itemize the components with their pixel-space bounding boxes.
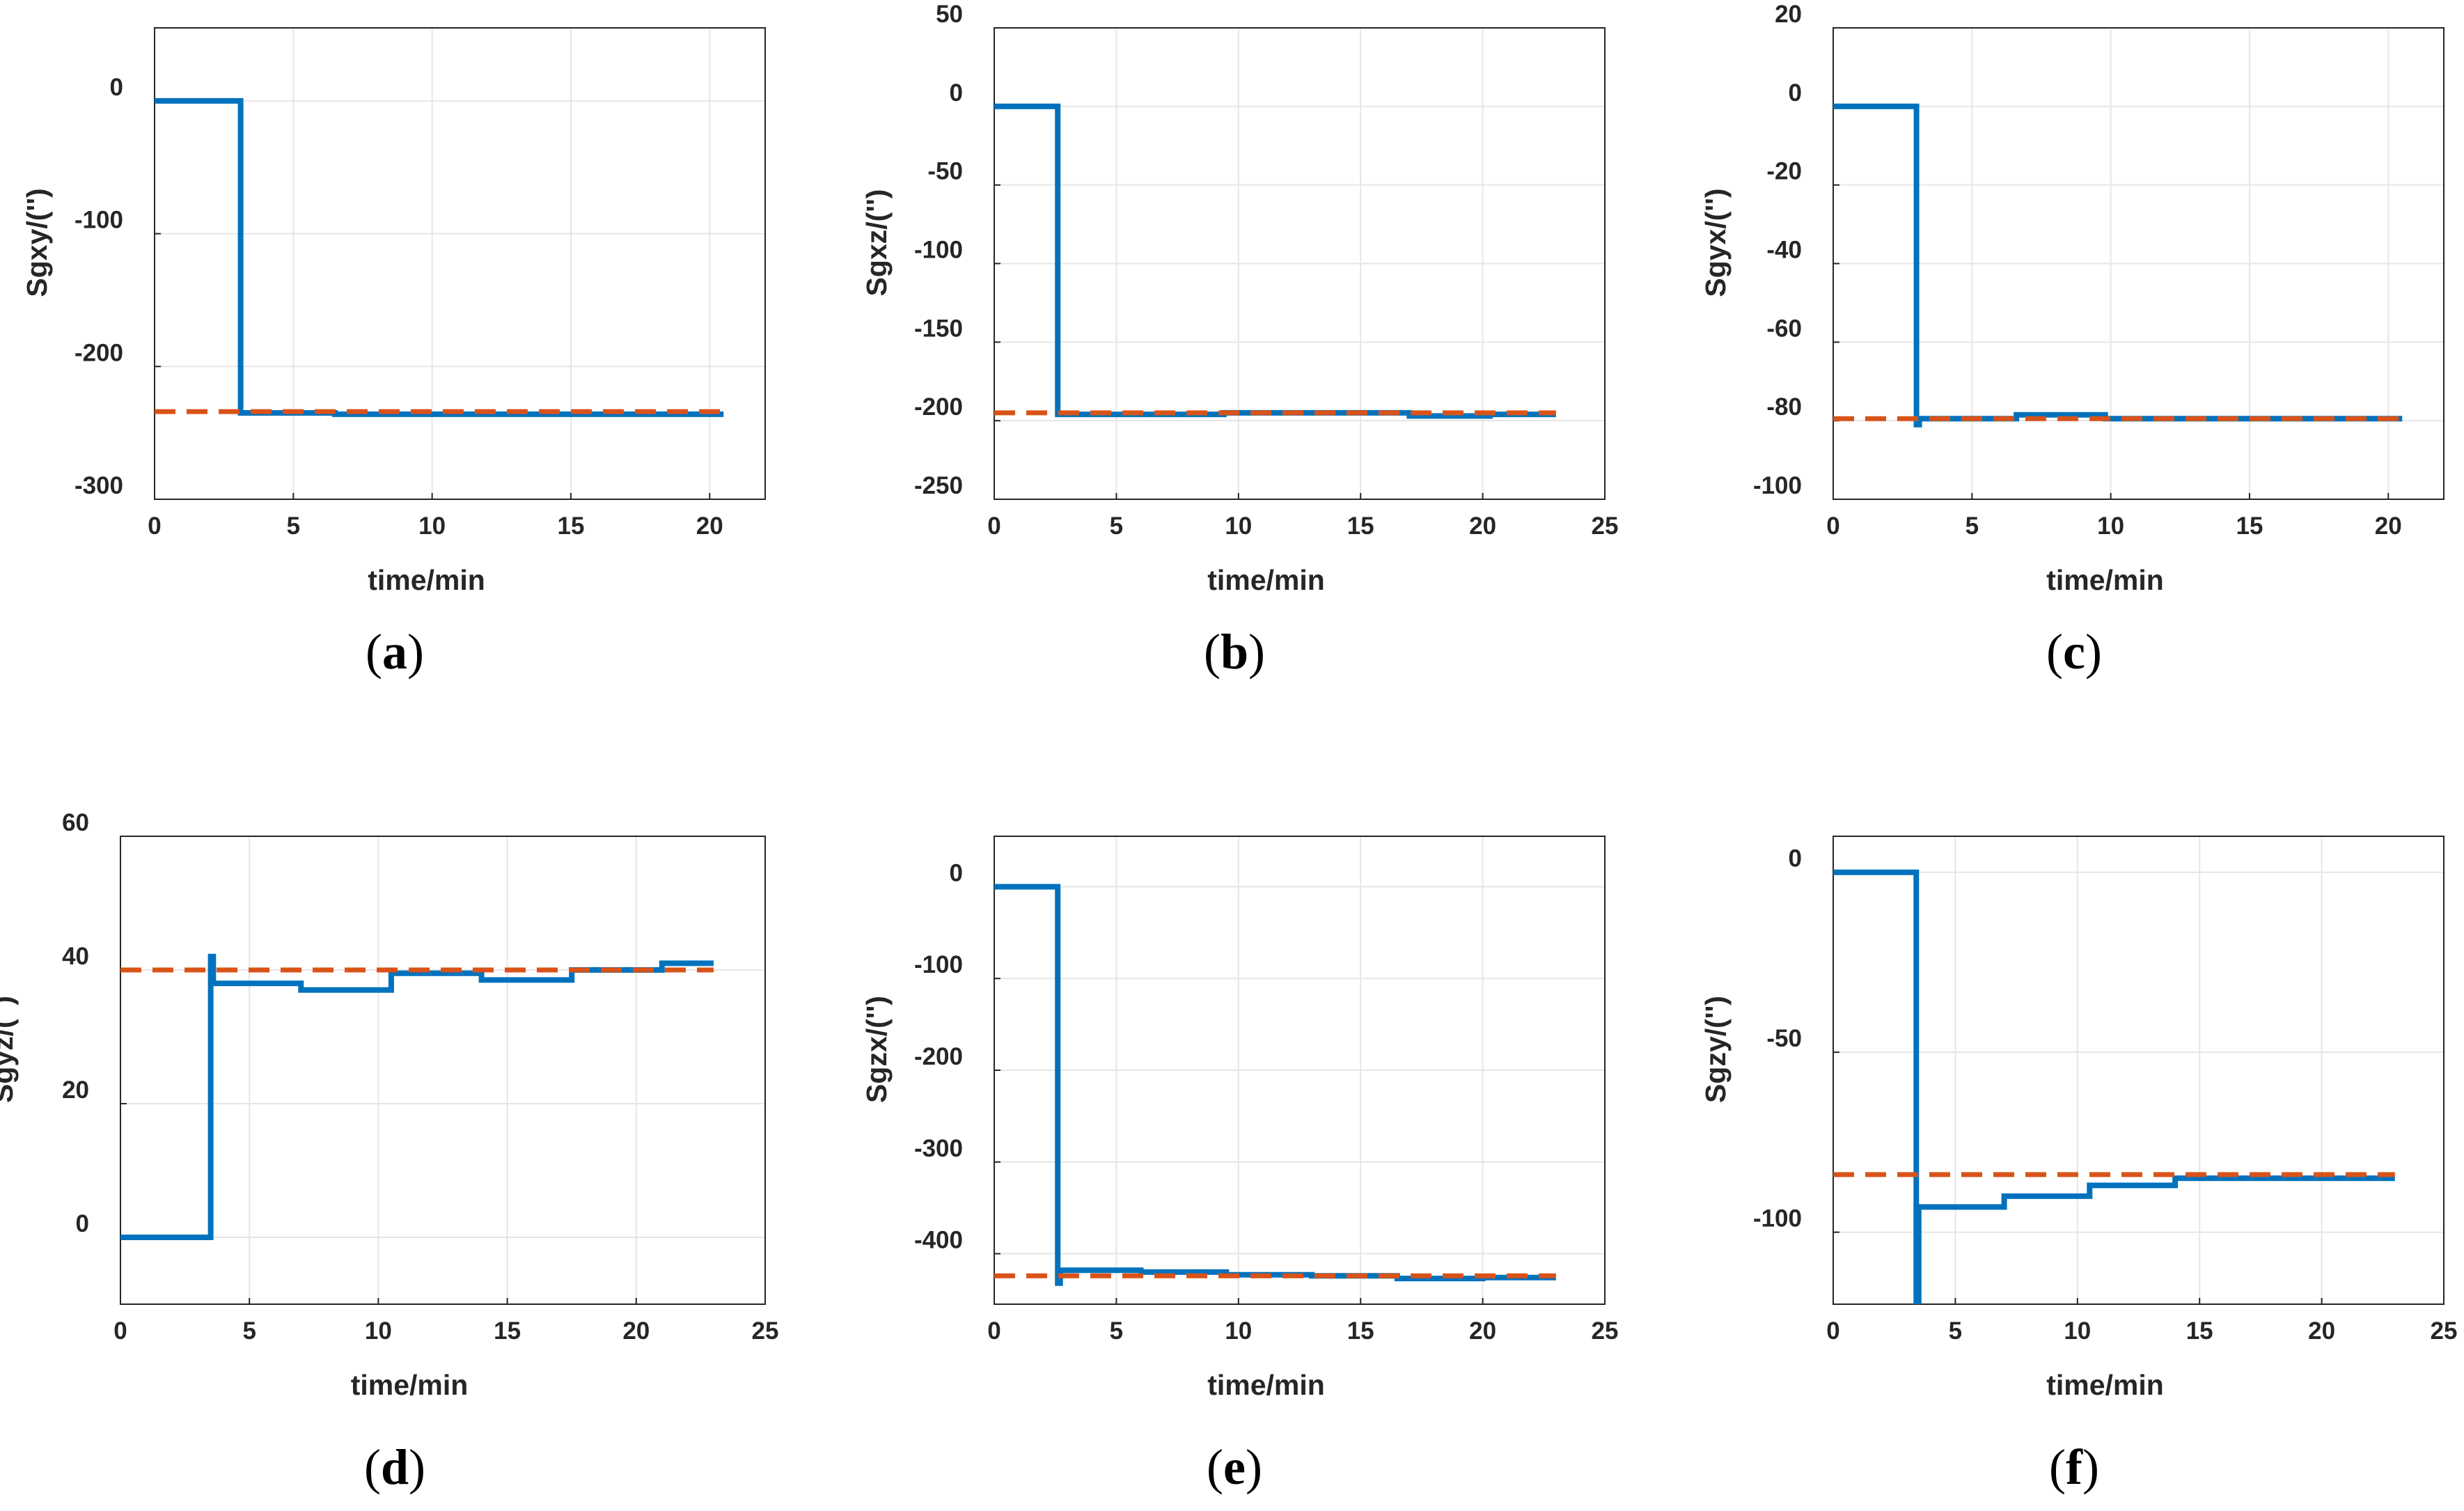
x-tick-label: 20 <box>1469 512 1496 540</box>
chart-panel-c: 0 5 10 15 20 -100 -80 -60 -40 -20 0 20 time/min Sgyx/… <box>1700 1 2445 680</box>
x-tick-label: 15 <box>2186 1317 2213 1345</box>
x-tick-label: 10 <box>1225 1317 1252 1345</box>
x-tick-label: 20 <box>1469 1317 1496 1345</box>
panel-label: (b) <box>1204 624 1265 680</box>
x-axis-label: time/min <box>1207 564 1325 596</box>
y-tick-label: 0 <box>1789 845 1802 872</box>
panel-label: (c) <box>2046 624 2102 680</box>
x-tick-label: 25 <box>1592 512 1619 540</box>
y-tick-label: 0 <box>110 74 123 101</box>
x-axis-label: time/min <box>351 1369 469 1401</box>
y-tick-label: 20 <box>62 1077 89 1104</box>
y-tick-label: -200 <box>74 339 123 366</box>
plot-area <box>155 28 765 499</box>
y-tick-label: 50 <box>936 1 963 28</box>
y-tick-label: -100 <box>1753 1205 1802 1232</box>
x-tick-label: 0 <box>987 512 1000 540</box>
x-tick-label: 0 <box>1826 1317 1839 1345</box>
x-tick-label: 5 <box>1949 1317 1962 1345</box>
panel-label: (a) <box>366 624 424 680</box>
x-tick-label: 5 <box>1965 512 1979 540</box>
x-tick-label: 0 <box>1826 512 1839 540</box>
x-axis-label: time/min <box>368 564 485 596</box>
y-tick-label: 40 <box>62 943 89 970</box>
y-tick-label: -100 <box>914 951 963 978</box>
plot-area <box>120 836 765 1304</box>
x-tick-label: 20 <box>696 512 723 540</box>
chart-panel-a: 0 5 10 15 20 -300 -200 -100 0 time/min Sgxy/('') (a… <box>21 27 766 680</box>
y-tick-label: -300 <box>914 1135 963 1162</box>
x-tick-label: 0 <box>987 1317 1000 1345</box>
x-axis-label: time/min <box>2046 1369 2164 1401</box>
y-tick-label: -100 <box>914 237 963 264</box>
x-tick-label: 25 <box>2431 1317 2458 1345</box>
x-tick-label: 5 <box>287 512 300 540</box>
panel-label: (e) <box>1207 1439 1262 1495</box>
chart-panel-d: 0 5 10 15 20 25 0 20 40 60 time/min Sgyz/('') (d) <box>0 809 778 1495</box>
axes-box <box>154 27 766 500</box>
y-axis-label: Sgyz/('') <box>0 996 19 1103</box>
panel-label: (f) <box>2049 1439 2099 1495</box>
chart-panel-e: 0 5 10 15 20 25 -400 -300 -200 -100 0 time/min Sgzx/… <box>861 836 1618 1495</box>
y-tick-label: -200 <box>914 1043 963 1070</box>
x-tick-label: 10 <box>418 512 446 540</box>
y-tick-label: -20 <box>1766 158 1802 185</box>
y-tick-label: 0 <box>950 859 963 886</box>
x-tick-label: 0 <box>113 1317 127 1345</box>
y-axis-label: Sgxy/('') <box>21 188 53 297</box>
y-tick-label: -80 <box>1766 393 1802 421</box>
chart-panel-f: 0 5 10 15 20 25 -100 -50 0 time/min Sgzy/('') (f) <box>1700 836 2457 1495</box>
y-tick-label: -100 <box>74 207 123 234</box>
y-tick-label: 0 <box>1789 79 1802 107</box>
x-tick-label: 10 <box>2064 1317 2091 1345</box>
y-tick-label: 0 <box>76 1210 89 1237</box>
x-tick-label: 25 <box>1592 1317 1619 1345</box>
y-tick-label: -200 <box>914 393 963 421</box>
measured-series-line <box>1833 869 2395 1304</box>
y-tick-label: -400 <box>914 1227 963 1254</box>
y-tick-label: -50 <box>1766 1025 1802 1052</box>
x-tick-label: 15 <box>2236 512 2263 540</box>
y-tick-label: -40 <box>1766 237 1802 264</box>
axes-box <box>120 836 766 1305</box>
x-tick-label: 5 <box>1110 512 1123 540</box>
y-tick-label: -100 <box>1753 472 1802 499</box>
y-tick-label: 0 <box>950 79 963 107</box>
x-tick-label: 10 <box>1225 512 1252 540</box>
y-axis-label: Sgzy/('') <box>1700 996 1732 1103</box>
y-tick-label: -150 <box>914 315 963 342</box>
x-tick-label: 15 <box>1347 1317 1374 1345</box>
x-tick-label: 10 <box>365 1317 392 1345</box>
x-tick-label: 15 <box>494 1317 521 1345</box>
axes-box <box>1833 836 2445 1305</box>
y-tick-label: 20 <box>1775 1 1802 28</box>
y-tick-label: -50 <box>927 158 963 185</box>
x-tick-label: 10 <box>2097 512 2124 540</box>
y-tick-label: 60 <box>62 809 89 836</box>
x-tick-label: 5 <box>242 1317 256 1345</box>
x-tick-label: 0 <box>148 512 161 540</box>
x-axis-label: time/min <box>1207 1369 1325 1401</box>
x-tick-label: 20 <box>622 1317 650 1345</box>
panel-label: (d) <box>364 1439 425 1495</box>
y-axis-label: Sgxz/('') <box>861 189 893 297</box>
x-tick-label: 25 <box>752 1317 779 1345</box>
y-tick-label: -300 <box>74 472 123 499</box>
plot-area <box>1833 836 2444 1304</box>
x-tick-label: 20 <box>2375 512 2402 540</box>
x-tick-label: 15 <box>557 512 584 540</box>
x-axis-label: time/min <box>2046 564 2164 596</box>
x-tick-label: 20 <box>2308 1317 2335 1345</box>
x-tick-label: 15 <box>1347 512 1374 540</box>
y-tick-label: -250 <box>914 472 963 499</box>
y-tick-label: -60 <box>1766 315 1802 342</box>
y-axis-label: Sgzx/('') <box>861 996 893 1103</box>
x-tick-label: 5 <box>1110 1317 1123 1345</box>
y-axis-label: Sgyx/('') <box>1700 188 1732 297</box>
chart-panel-b: 0 5 10 15 20 25 -250 -200 -150 -100 -50 0 50 time/min… <box>861 1 1618 680</box>
